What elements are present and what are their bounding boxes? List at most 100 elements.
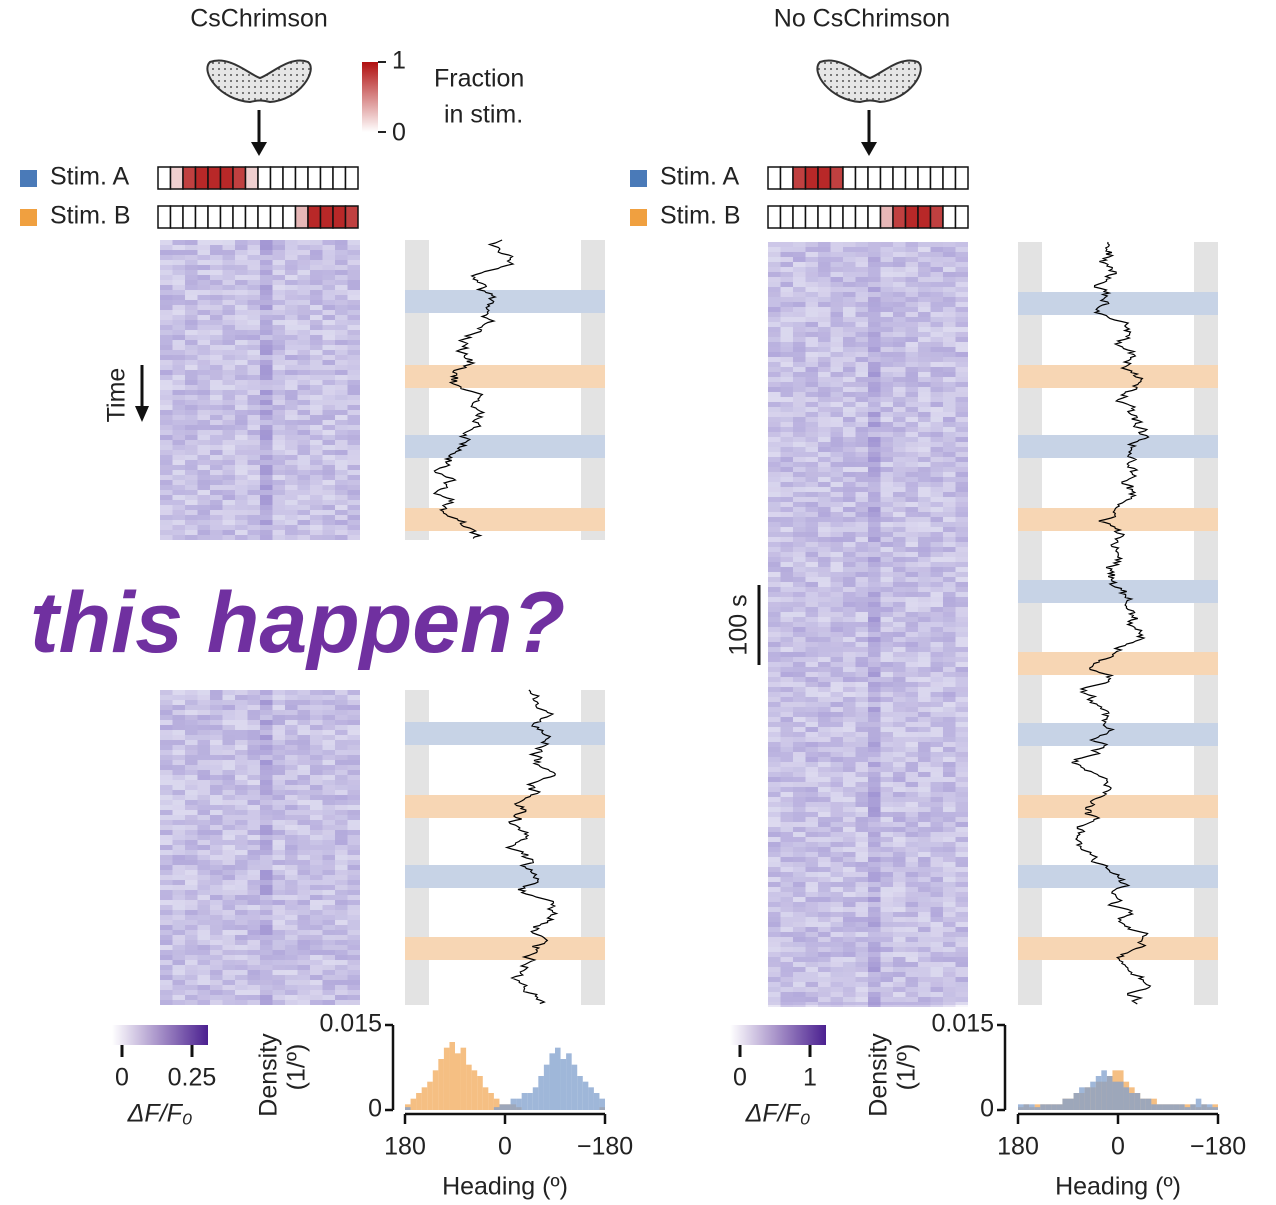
heatmap-cell xyxy=(780,917,793,922)
heatmap-cell xyxy=(197,770,210,775)
heatmap-cell xyxy=(335,960,348,965)
heatmap-cell xyxy=(893,367,906,372)
heatmap-cell xyxy=(247,970,260,975)
heatmap-cell xyxy=(197,735,210,740)
heatmap-cell xyxy=(818,302,831,307)
heatmap-cell xyxy=(210,820,223,825)
heatmap-cell xyxy=(818,342,831,347)
heatmap-cell xyxy=(247,715,260,720)
heatmap-cell xyxy=(780,722,793,727)
heatmap-cell xyxy=(855,537,868,542)
heatmap-cell xyxy=(830,977,843,982)
heatmap-cell xyxy=(930,617,943,622)
heatmap-cell xyxy=(868,887,881,892)
heatmap-cell xyxy=(943,847,956,852)
heatmap-cell xyxy=(222,885,235,890)
heatmap-cell xyxy=(160,300,173,305)
heatmap-cell xyxy=(322,920,335,925)
heatmap-cell xyxy=(347,890,360,895)
heatmap-cell xyxy=(830,827,843,832)
heatmap-cell xyxy=(780,972,793,977)
heatmap-cell xyxy=(868,667,881,672)
heatmap-cell xyxy=(893,442,906,447)
heatmap-cell xyxy=(893,802,906,807)
heatmap-cell xyxy=(285,885,298,890)
heatmap-cell xyxy=(160,735,173,740)
heatmap-cell xyxy=(185,360,198,365)
heatmap-cell xyxy=(260,925,273,930)
heatmap-cell xyxy=(893,897,906,902)
heatmap-cell xyxy=(185,315,198,320)
heatmap-cell xyxy=(843,512,856,517)
heatmap-cell xyxy=(322,250,335,255)
heatmap-cell xyxy=(222,290,235,295)
heatmap-cell xyxy=(768,792,781,797)
heatmap-cell xyxy=(185,530,198,535)
heatmap-cell xyxy=(310,850,323,855)
heatmap-cell xyxy=(285,985,298,990)
heatmap-cell xyxy=(768,812,781,817)
heatmap-cell xyxy=(818,512,831,517)
heatmap-cell xyxy=(893,377,906,382)
heatmap-cell xyxy=(930,812,943,817)
heatmap-cell xyxy=(868,357,881,362)
heatmap-cell xyxy=(272,930,285,935)
heatmap-cell xyxy=(160,280,173,285)
heatmap-cell xyxy=(335,530,348,535)
heatmap-cell xyxy=(793,632,806,637)
heatmap-cell xyxy=(235,975,248,980)
heatmap-cell xyxy=(818,602,831,607)
histogram-bar xyxy=(1179,1104,1185,1110)
heatmap-cell xyxy=(272,770,285,775)
heatmap-cell xyxy=(335,280,348,285)
heatmap-cell xyxy=(893,797,906,802)
heatmap-cell xyxy=(943,632,956,637)
heatmap-cell xyxy=(830,802,843,807)
heatmap-cell xyxy=(818,357,831,362)
heatmap-cell xyxy=(768,942,781,947)
heatmap-cell xyxy=(160,770,173,775)
heatmap-cell xyxy=(322,720,335,725)
heatmap-cell xyxy=(780,837,793,842)
heatmap-cell xyxy=(197,260,210,265)
heatmap-cell xyxy=(955,972,968,977)
heatmap-cell xyxy=(818,532,831,537)
heatmap-cell xyxy=(197,530,210,535)
heatmap-cell xyxy=(843,427,856,432)
heatmap-cell xyxy=(222,525,235,530)
heatmap-cell xyxy=(930,367,943,372)
heatmap-cell xyxy=(185,950,198,955)
heatmap-cell xyxy=(160,885,173,890)
heatmap-cell xyxy=(905,562,918,567)
heatmap-cell xyxy=(818,287,831,292)
heatmap-cell xyxy=(918,662,931,667)
heatmap-cell xyxy=(793,917,806,922)
heatmap-cell xyxy=(222,320,235,325)
heatmap-cell xyxy=(197,360,210,365)
heatmap-cell xyxy=(943,367,956,372)
heatmap-cell xyxy=(830,472,843,477)
heatmap-cell xyxy=(955,557,968,562)
heatmap-cell xyxy=(905,907,918,912)
stim-fraction-cell xyxy=(169,166,184,190)
heatmap-cell xyxy=(805,567,818,572)
heatmap-cell xyxy=(297,720,310,725)
heatmap-cell xyxy=(893,547,906,552)
heatmap-cell xyxy=(893,707,906,712)
heatmap-cell xyxy=(172,480,185,485)
heatmap-cell xyxy=(310,290,323,295)
heatmap-cell xyxy=(247,370,260,375)
heatmap-cell xyxy=(793,942,806,947)
heatmap-cell xyxy=(347,360,360,365)
heatmap-cell xyxy=(285,480,298,485)
heatmap-cell xyxy=(222,875,235,880)
heatmap-cell xyxy=(347,460,360,465)
heatmap-cell xyxy=(310,740,323,745)
heatmap-cell xyxy=(955,612,968,617)
heatmap-cell xyxy=(197,535,210,540)
heatmap-cell xyxy=(943,827,956,832)
heatmap-cell xyxy=(235,735,248,740)
heatmap-cell xyxy=(322,875,335,880)
heatmap-cell xyxy=(880,492,893,497)
heatmap-cell xyxy=(793,257,806,262)
